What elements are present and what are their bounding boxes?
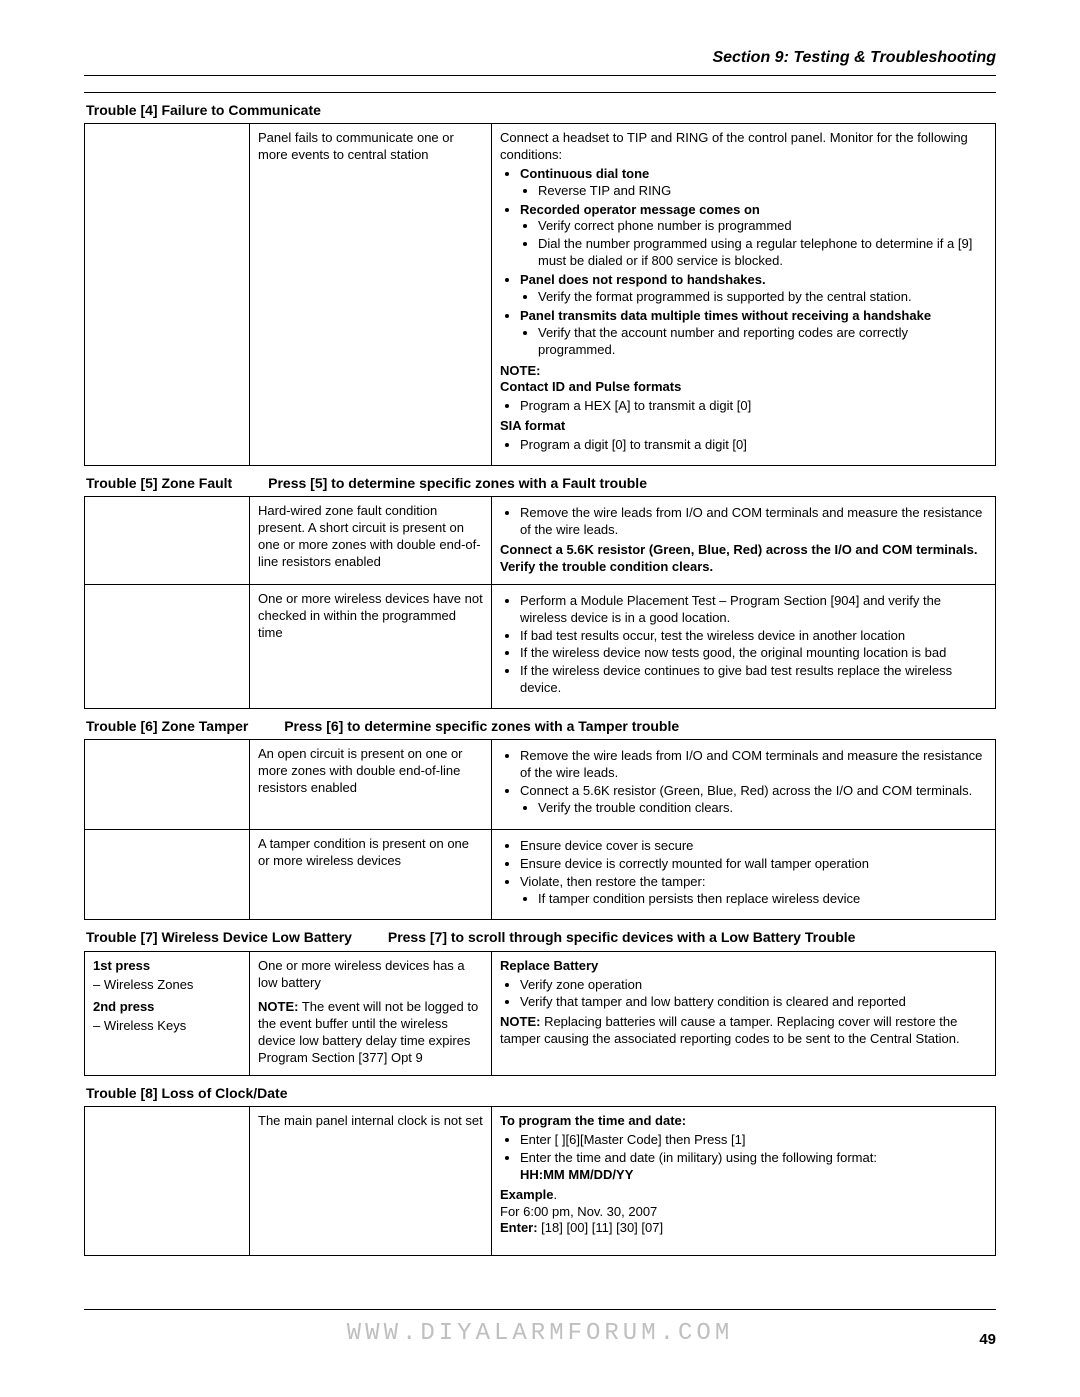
t5r1-col1: [85, 497, 250, 585]
t6r2-i2: Ensure device is correctly mounted for w…: [520, 856, 987, 874]
page-header: Section 9: Testing & Troubleshooting: [84, 48, 996, 75]
t7-p2l: – Wireless Keys: [93, 1018, 241, 1035]
t4-a: Continuous dial tone: [520, 166, 649, 181]
t4-c1: Verify the format programmed is supporte…: [538, 289, 987, 307]
t7-col3: Replace Battery Verify zone operation Ve…: [492, 951, 996, 1075]
t6r1-i1: Remove the wire leads from I/O and COM t…: [520, 748, 987, 783]
t7-header: Trouble [7] Wireless Device Low Battery …: [86, 928, 996, 946]
t5r1-col2: Hard-wired zone fault condition present.…: [250, 497, 492, 585]
t5r2-i1: Perform a Module Placement Test – Progra…: [520, 593, 987, 628]
t5r2-s2: If the wireless device now tests good, t…: [520, 645, 987, 663]
t5r2-col2: One or more wireless devices have not ch…: [250, 584, 492, 708]
t6r2-i3: Violate, then restore the tamper:: [520, 874, 705, 889]
t4-b: Recorded operator message comes on: [520, 202, 760, 217]
t7-c3-i1: Verify zone operation: [520, 977, 987, 995]
t7-table: 1st press – Wireless Zones 2nd press – W…: [84, 951, 996, 1076]
t8-c3-lead: To program the time and date:: [500, 1113, 987, 1130]
t4-c: Panel does not respond to handshakes.: [520, 272, 766, 287]
t6r1-i2: Connect a 5.6K resistor (Green, Blue, Re…: [520, 783, 972, 798]
t5-h-right: Press [5] to determine specific zones wi…: [268, 475, 647, 491]
t7-c2-note-l: NOTE:: [258, 999, 298, 1014]
t6r2-i1: Ensure device cover is secure: [520, 838, 987, 856]
t5r1-col3: Remove the wire leads from I/O and COM t…: [492, 497, 996, 585]
t4-header: Trouble [4] Failure to Communicate: [86, 101, 996, 119]
t8-c3-ex-line: For 6:00 pm, Nov. 30, 2007: [500, 1204, 987, 1221]
t6r1-col1: [85, 740, 250, 830]
t4-note: NOTE:: [500, 363, 987, 380]
t7-c3-note-l: NOTE:: [500, 1014, 540, 1029]
t4-col2: Panel fails to communicate one or more e…: [250, 123, 492, 465]
t6-h-right: Press [6] to determine specific zones wi…: [284, 718, 679, 734]
t4-sia-i: Program a digit [0] to transmit a digit …: [520, 437, 987, 455]
t8-c3-i2b: HH:MM MM/DD/YY: [520, 1167, 633, 1182]
t8-c3-ex-l: Example: [500, 1187, 553, 1202]
t5r2-s3: If the wireless device continues to give…: [520, 663, 987, 698]
t6-table: An open circuit is present on one or mor…: [84, 739, 996, 920]
t4-table: Panel fails to communicate one or more e…: [84, 123, 996, 466]
t5r1-bold: Connect a 5.6K resistor (Green, Blue, Re…: [500, 542, 987, 576]
t5r2-col1: [85, 584, 250, 708]
t5r2-col3: Perform a Module Placement Test – Progra…: [492, 584, 996, 708]
t5-table: Hard-wired zone fault condition present.…: [84, 496, 996, 709]
t8-col2: The main panel internal clock is not set: [250, 1107, 492, 1256]
t6r1-col3: Remove the wire leads from I/O and COM t…: [492, 740, 996, 830]
footer: WWW.DIYALARMFORUM.COM: [0, 1309, 1080, 1349]
t4-col1: [85, 123, 250, 465]
t4-sia: SIA format: [500, 418, 987, 435]
t6-header: Trouble [6] Zone Tamper Press [6] to det…: [86, 717, 996, 735]
t7-col1: 1st press – Wireless Zones 2nd press – W…: [85, 951, 250, 1075]
t5r1-i1: Remove the wire leads from I/O and COM t…: [520, 505, 987, 540]
t4-b2: Dial the number programmed using a regul…: [538, 236, 987, 271]
t7-c2-l1: One or more wireless devices has a low b…: [258, 958, 483, 992]
t7-c3-lead: Replace Battery: [500, 958, 987, 975]
t5-h-left: Trouble [5] Zone Fault: [86, 475, 232, 491]
t6r2-s1: If tamper condition persists then replac…: [538, 891, 987, 909]
t4-d: Panel transmits data multiple times with…: [520, 308, 931, 323]
t4-b1: Verify correct phone number is programme…: [538, 218, 987, 236]
footer-rule: [84, 1309, 996, 1310]
t8-c3-i1: Enter [ ][6][Master Code] then Press [1]: [520, 1132, 987, 1150]
t6r1-s1: Verify the trouble condition clears.: [538, 800, 987, 818]
t6r2-col2: A tamper condition is present on one or …: [250, 829, 492, 920]
t7-c3-note-t: Replacing batteries will cause a tamper.…: [500, 1014, 960, 1046]
t7-h-right: Press [7] to scroll through specific dev…: [388, 929, 856, 945]
t8-col1: [85, 1107, 250, 1256]
t8-c3-i2a: Enter the time and date (in military) us…: [520, 1150, 877, 1165]
t4-cid-i: Program a HEX [A] to transmit a digit [0…: [520, 398, 987, 416]
t6r2-col3: Ensure device cover is secure Ensure dev…: [492, 829, 996, 920]
t5r2-s1: If bad test results occur, test the wire…: [520, 628, 987, 646]
t4-c3-lead: Connect a headset to TIP and RING of the…: [500, 130, 987, 164]
t4-cid: Contact ID and Pulse formats: [500, 379, 987, 396]
t7-p1l: – Wireless Zones: [93, 977, 241, 994]
t7-h-left: Trouble [7] Wireless Device Low Battery: [86, 929, 352, 945]
t8-c3-enter-l: Enter:: [500, 1220, 538, 1235]
header-rule: [84, 75, 996, 76]
t7-c2-l3: Program Section [377] Opt 9: [258, 1050, 483, 1067]
t7-p1b: 1st press: [93, 958, 241, 975]
content-top-rule: [84, 92, 996, 93]
t5-header: Trouble [5] Zone Fault Press [5] to dete…: [86, 474, 996, 492]
t6-h-left: Trouble [6] Zone Tamper: [86, 718, 248, 734]
t8-c3-enter-t: [18] [00] [11] [30] [07]: [538, 1220, 664, 1235]
t8-header: Trouble [8] Loss of Clock/Date: [86, 1084, 996, 1102]
t4-a1: Reverse TIP and RING: [538, 183, 987, 201]
t7-col2: One or more wireless devices has a low b…: [250, 951, 492, 1075]
t8-col3: To program the time and date: Enter [ ][…: [492, 1107, 996, 1256]
t7-p2b: 2nd press: [93, 999, 241, 1016]
t6r2-col1: [85, 829, 250, 920]
t4-d1: Verify that the account number and repor…: [538, 325, 987, 360]
watermark: WWW.DIYALARMFORUM.COM: [0, 1318, 1080, 1349]
t7-c3-i2: Verify that tamper and low battery condi…: [520, 994, 987, 1012]
t8-table: The main panel internal clock is not set…: [84, 1106, 996, 1256]
page-number: 49: [979, 1330, 996, 1350]
t4-col3: Connect a headset to TIP and RING of the…: [492, 123, 996, 465]
t6r1-col2: An open circuit is present on one or mor…: [250, 740, 492, 830]
